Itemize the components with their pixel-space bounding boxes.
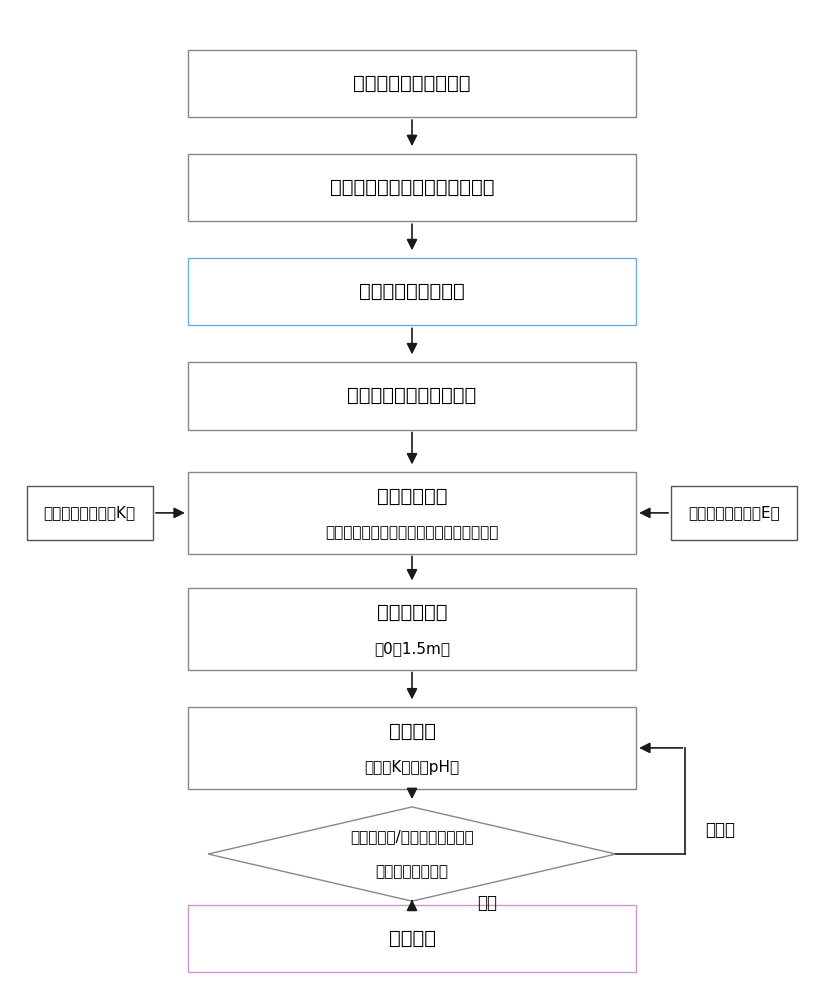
Text: 修复后土壤/地下水自检、验收: 修复后土壤/地下水自检、验收 [350,829,474,844]
Bar [26,486,153,540]
Text: 添加固体氧化剂（K）: 添加固体氧化剂（K） [44,505,136,520]
Text: 添加固体活化剂（E）: 添加固体活化剂（E） [688,505,780,520]
Text: （依据修复目标）: （依据修复目标） [376,864,448,879]
Text: （监测K残留、pH）: （监测K残留、pH） [364,760,460,775]
Bar [671,486,798,540]
Bar [188,362,636,430]
Text: 表层破碎、设置围堤: 表层破碎、设置围堤 [359,282,465,301]
Text: 不合格: 不合格 [705,821,736,839]
Text: 合格: 合格 [477,894,497,912]
Text: 地表固化处理: 地表固化处理 [377,603,447,622]
Bar [188,588,636,670]
Bar [188,154,636,221]
Bar [188,50,636,117]
Bar [188,905,636,972]
Bar [188,472,636,554]
Text: 场地平整、搦拌分区的测量放线: 场地平整、搦拌分区的测量放线 [330,178,494,197]
Bar [188,258,636,325]
Text: （按单位分区添加修复药剂同时搦拌作业）: （按单位分区添加修复药剂同时搦拌作业） [325,525,499,540]
Text: 药剂反应: 药剂反应 [388,722,436,741]
Polygon shape [208,807,616,901]
Text: 原位浅层搦拌: 原位浅层搦拌 [377,487,447,506]
Text: （0＾1.5m）: （0＾1.5m） [374,641,450,656]
Text: 浅层搦拌设备组装和调试: 浅层搦拌设备组装和调试 [348,386,476,405]
Text: 土壤及地下水修复地块: 土壤及地下水修复地块 [353,74,471,93]
Text: 工程达标: 工程达标 [388,929,436,948]
Bar [188,707,636,789]
